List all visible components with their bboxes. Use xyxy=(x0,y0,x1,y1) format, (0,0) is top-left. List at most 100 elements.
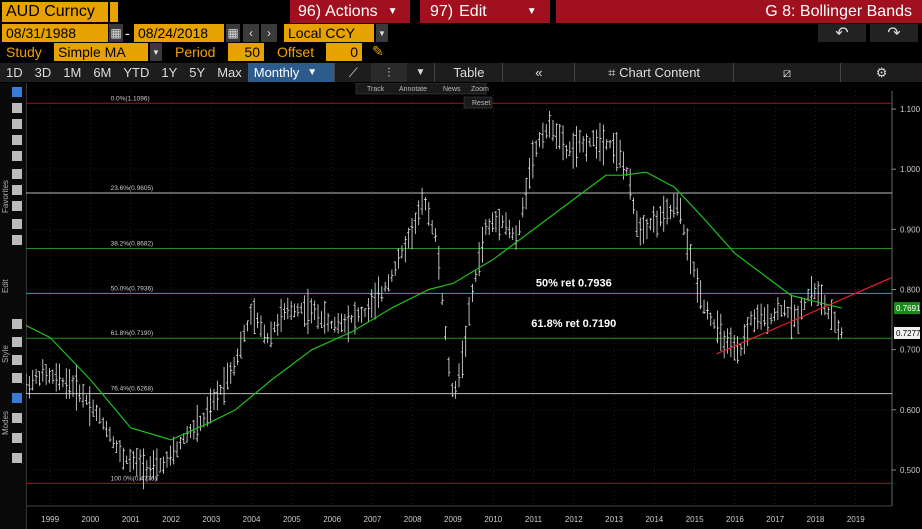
timeframe-1y[interactable]: 1Y xyxy=(161,65,178,80)
actions-label: Actions xyxy=(325,2,378,20)
reset-button-bg xyxy=(463,96,493,109)
frequency-select[interactable]: Monthly ▼ xyxy=(247,63,335,82)
actions-menu[interactable]: 96) Actions ▼ xyxy=(290,0,410,23)
lock-mode-icon[interactable] xyxy=(12,433,22,443)
x-tick-label: 2009 xyxy=(444,515,462,524)
x-tick-label: 2017 xyxy=(766,515,784,524)
mini-tool-zoom[interactable]: Zoom xyxy=(471,86,489,93)
undo-icon[interactable]: ↶ xyxy=(818,24,866,42)
arrow-tool-icon[interactable] xyxy=(12,169,22,179)
price-chart[interactable]: 0.0%(1.1096) 23.6%(0.9605) 38.2%(0.8682) 50… xyxy=(26,83,922,529)
chevron-down-icon: ▼ xyxy=(307,67,318,78)
chart-mini-toolbar: Track Annotate News Zoom Reset xyxy=(355,83,493,109)
favorites-label: Favorites xyxy=(1,180,10,213)
collapse-left-icon[interactable]: « xyxy=(535,65,543,80)
fibonacci-levels: 0.0%(1.1096) 23.6%(0.9605) 38.2%(0.8682) 50… xyxy=(26,95,892,484)
edit-chart-icon[interactable]: ⧄ xyxy=(782,65,792,80)
x-tick-label: 2003 xyxy=(202,515,220,524)
calendar-icon[interactable]: ▦ xyxy=(109,24,123,42)
redo-icon[interactable]: ↷ xyxy=(870,24,918,42)
mini-tool-news[interactable]: News xyxy=(443,86,461,93)
fib-tool-icon[interactable] xyxy=(12,151,22,161)
study-label: Study xyxy=(6,44,42,60)
chart-annotations: 50% ret 0.7936 61.8% ret 0.7190 xyxy=(531,277,616,329)
bar-chart-icon[interactable]: ⫶ xyxy=(371,63,407,82)
text-tool-icon[interactable] xyxy=(12,119,22,129)
chevron-down-icon[interactable]: ▼ xyxy=(376,24,388,42)
timeframe-3d[interactable]: 3D xyxy=(34,65,52,80)
chevron-down-icon[interactable]: ▼ xyxy=(415,67,426,78)
delete-tool-icon[interactable] xyxy=(12,219,22,229)
mode-tool-icon[interactable] xyxy=(12,393,22,403)
edit-menu[interactable]: 97) Edit ▼ xyxy=(420,0,550,23)
chevron-down-icon[interactable]: ▼ xyxy=(150,43,162,61)
y-tick-label: 1.100 xyxy=(900,105,921,114)
shape-tool-icon[interactable] xyxy=(12,135,22,145)
offset-input[interactable]: 0 xyxy=(326,43,362,61)
color-tool-icon[interactable] xyxy=(12,319,22,329)
style-side-label: Style xyxy=(1,345,10,363)
line-chart-icon[interactable]: ⟋ xyxy=(348,65,358,80)
note-tool-icon[interactable] xyxy=(12,201,22,211)
y-tick-label: 0.600 xyxy=(900,406,921,415)
fib-label: 0.0%(1.1096) xyxy=(111,95,150,102)
reset-button[interactable]: Reset xyxy=(472,100,490,107)
period-input[interactable]: 50 xyxy=(228,43,264,61)
x-tick-label: 2012 xyxy=(565,515,583,524)
copy-mode-icon[interactable] xyxy=(12,413,22,423)
mini-toolbar-bg xyxy=(355,83,487,95)
ticker-dropdown[interactable] xyxy=(110,2,118,22)
timeframe-max[interactable]: Max xyxy=(217,65,242,80)
x-tick-label: 2007 xyxy=(364,515,382,524)
offset-label: Offset xyxy=(277,44,315,60)
x-tick-label: 2019 xyxy=(847,515,865,524)
table-button[interactable]: Table xyxy=(453,65,485,80)
line-tool-icon[interactable] xyxy=(12,103,22,113)
chevron-right-icon[interactable]: › xyxy=(261,24,277,42)
fib-label: 100.0%(0.4776) xyxy=(111,475,157,482)
y-tick-label: 0.800 xyxy=(900,286,921,295)
end-date-field[interactable]: 08/24/2018 xyxy=(134,24,224,42)
currency-select[interactable]: Local CCY xyxy=(284,24,374,42)
timeframe-6m[interactable]: 6M xyxy=(93,65,112,80)
study-select[interactable]: Simple MA xyxy=(54,43,148,61)
last-value-tag xyxy=(894,326,920,339)
window-title-bar: G 8: Bollinger Bands xyxy=(556,0,922,23)
font-style-icon[interactable] xyxy=(12,373,22,383)
fill-style-icon[interactable] xyxy=(12,355,22,365)
actions-number: 96) xyxy=(298,2,322,20)
timeframe-ytd[interactable]: YTD xyxy=(123,65,150,80)
y-tick-label: 0.500 xyxy=(900,466,921,475)
gear-icon[interactable]: ⚙ xyxy=(875,65,888,80)
edit-label: Edit xyxy=(459,2,487,20)
x-tick-label: 2011 xyxy=(525,515,543,524)
fib-label: 38.2%(0.8682) xyxy=(111,240,154,247)
x-tick-label: 2018 xyxy=(807,515,825,524)
start-date-field[interactable]: 08/31/1988 xyxy=(2,24,108,42)
timeframe-5y[interactable]: 5Y xyxy=(189,65,206,80)
mini-tool-track[interactable]: Track xyxy=(367,86,385,93)
toolbar-divider xyxy=(434,63,436,82)
x-tick-label: 2016 xyxy=(726,515,744,524)
x-tick-label: 2010 xyxy=(484,515,502,524)
x-tick-label: 2013 xyxy=(605,515,623,524)
pencil-icon[interactable]: ✎ xyxy=(372,43,384,59)
mini-tool-annotate[interactable]: Annotate xyxy=(399,86,427,93)
security-ticker[interactable]: AUD Curncy xyxy=(2,2,108,22)
chart-content-button[interactable]: ⌗ Chart Content xyxy=(575,63,733,82)
chart-toolbar: 1D 3D 1M 6M YTD 1Y 5Y Max Monthly ▼ ⟋ ⫶ ▼ Table… xyxy=(0,63,922,82)
hide-mode-icon[interactable] xyxy=(12,453,22,463)
line-style-icon[interactable] xyxy=(12,337,22,347)
frequency-label: Monthly xyxy=(253,65,300,80)
fib-label: 76.4%(0.6268) xyxy=(111,386,154,393)
timeframe-1m[interactable]: 1M xyxy=(63,65,82,80)
timeframe-1d[interactable]: 1D xyxy=(6,65,23,80)
calendar-icon[interactable]: ▦ xyxy=(226,24,240,42)
cursor-icon[interactable] xyxy=(12,87,22,97)
channel-tool-icon[interactable] xyxy=(12,185,22,195)
magnet-tool-icon[interactable] xyxy=(12,235,22,245)
drawing-tools-sidebar: Favorites Edit Style Modes xyxy=(0,83,27,529)
chevron-left-icon[interactable]: ‹ xyxy=(243,24,259,42)
last-value-label: 0.7277 xyxy=(896,329,921,338)
x-tick-label: 2008 xyxy=(404,515,422,524)
